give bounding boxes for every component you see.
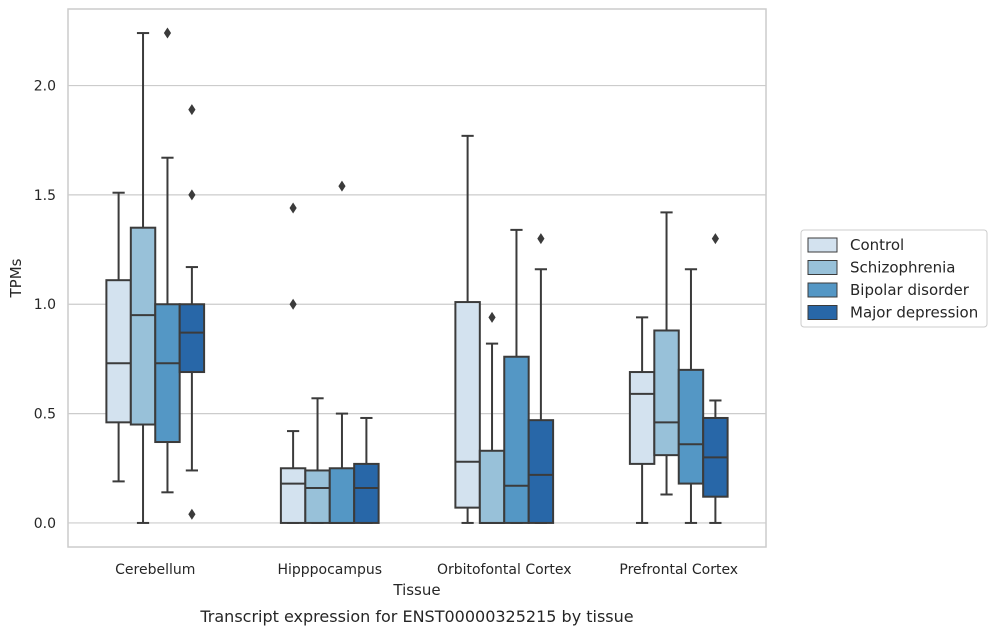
box-iqr: [503, 355, 530, 524]
x-tick-label: Cerebellum: [115, 562, 195, 578]
box-group: [677, 268, 705, 524]
box-group: [304, 397, 331, 524]
y-tick-label: 2.0: [34, 79, 56, 95]
x-tick-labels: Cerebellum Hipppocampus Orbitofontal Corte…: [115, 562, 738, 578]
box-iqr: [353, 462, 380, 524]
outlier-point: [188, 508, 196, 520]
y-axis-title: TPMs: [7, 258, 25, 298]
box-iqr: [279, 467, 307, 524]
outlier-point: [488, 311, 496, 323]
box-group: [129, 32, 157, 524]
box-iqr: [178, 303, 206, 374]
box-iqr: [454, 301, 481, 509]
box-iqr: [478, 449, 506, 524]
box-iqr: [154, 303, 181, 444]
box-iqr: [653, 329, 680, 457]
box-group: [628, 316, 656, 524]
legend-label: Schizophrenia: [850, 259, 955, 277]
x-tick-label: Orbitofontal Cortex: [437, 562, 572, 578]
box-group: [353, 416, 380, 524]
outlier-point: [289, 202, 297, 214]
box-iqr: [304, 469, 331, 524]
box-iqr: [677, 368, 705, 485]
legend-swatch: [807, 260, 838, 275]
box-group: [178, 104, 206, 520]
box-iqr: [527, 419, 555, 524]
box-group: [527, 233, 555, 524]
box-group: [702, 233, 729, 524]
outlier-point: [289, 298, 297, 310]
x-axis-title: Tissue: [392, 581, 440, 599]
y-tick-labels: 0.0 0.5 1.0 1.5 2.0: [34, 79, 56, 532]
legend-label: Bipolar disorder: [850, 281, 970, 299]
legend-label: Control: [850, 236, 904, 254]
x-tick-label: Hipppocampus: [277, 562, 382, 578]
legend-swatch: [807, 237, 838, 253]
legend-frame: [800, 229, 988, 328]
outlier-point: [711, 233, 719, 245]
x-tick-label: Prefrontal Cortex: [619, 562, 738, 578]
outlier-point: [188, 104, 196, 116]
chart-caption: Transcript expression for ENST0000032521…: [199, 607, 633, 626]
legend-swatch: [807, 282, 838, 298]
boxes: [105, 27, 729, 524]
box-group: [328, 180, 356, 524]
legend-swatch: [807, 305, 838, 320]
box-iqr: [105, 279, 132, 424]
box-iqr: [129, 226, 157, 426]
y-tick-label: 0.0: [34, 516, 56, 532]
plot-frame: [67, 8, 767, 548]
box-group: [279, 202, 307, 524]
box-group: [454, 134, 481, 524]
y-tick-label: 0.5: [34, 407, 56, 423]
legend-label: Major depression: [850, 304, 978, 322]
box-iqr: [628, 371, 656, 465]
legend-entries: Control Schizophrenia Bipolar disorder Majo…: [807, 236, 978, 322]
y-tick-label: 1.0: [34, 297, 56, 313]
outlier-point: [163, 27, 172, 39]
legend: Control Schizophrenia Bipolar disorder Majo…: [800, 229, 988, 328]
y-tick-label: 1.5: [34, 188, 56, 204]
outlier-point: [338, 180, 346, 192]
outlier-point: [188, 189, 196, 201]
box-group: [503, 228, 530, 524]
box-iqr: [328, 467, 356, 524]
box-group: [478, 311, 506, 524]
box-group: [154, 27, 181, 494]
outlier-point: [537, 233, 545, 245]
plot-background: [68, 9, 766, 547]
